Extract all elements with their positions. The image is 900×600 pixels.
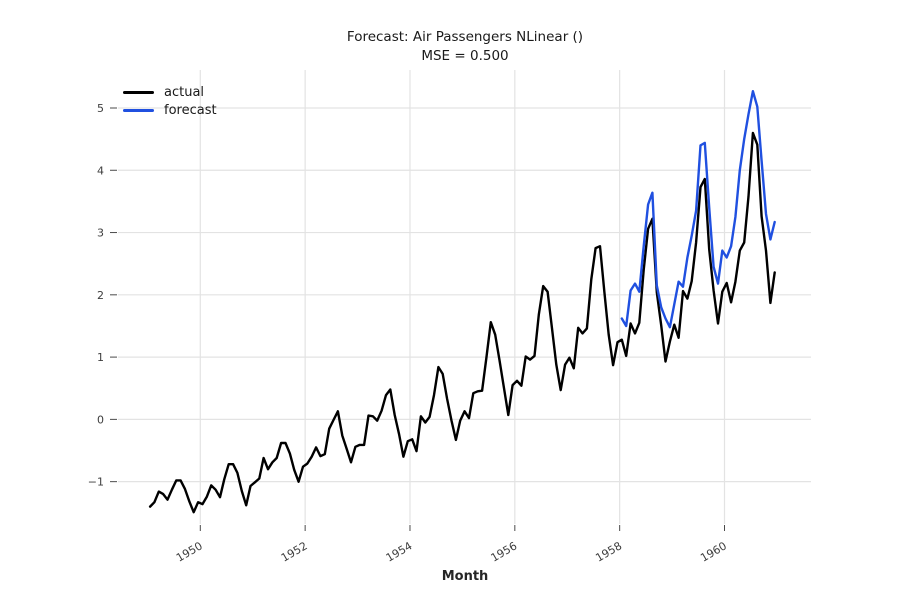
forecast-series-line [620, 89, 776, 329]
actual-line-swatch [123, 90, 154, 94]
y-tick-label: 5 [97, 102, 104, 115]
y-tick-label: 2 [97, 289, 104, 302]
chart-title: Forecast: Air Passengers NLinear () [346, 29, 584, 45]
legend-item-actual: actual [123, 83, 217, 101]
x-tick-label: 1952 [279, 539, 310, 564]
x-tick-label: 1954 [384, 539, 415, 564]
y-tick-label: 4 [97, 164, 104, 177]
y-tick-label: 3 [97, 227, 104, 240]
forecast-line-swatch [123, 108, 154, 112]
x-tick-label: 1958 [593, 539, 624, 564]
y-tick-label: −1 [88, 476, 104, 489]
title-block: Forecast: Air Passengers NLinear () MSE … [118, 28, 812, 65]
legend-label-forecast: forecast [164, 102, 217, 118]
actual-series-line [148, 131, 776, 514]
y-tick-label: 0 [97, 413, 104, 426]
x-tick-label: 1950 [174, 539, 205, 564]
chart-subtitle: MSE = 0.500 [421, 47, 509, 64]
x-tick-label: 1960 [698, 539, 729, 564]
legend-item-forecast: forecast [123, 101, 217, 119]
legend: actual forecast [123, 83, 217, 119]
legend-label-actual: actual [164, 84, 205, 100]
x-tick-label: 1956 [489, 539, 520, 564]
x-axis-label: Month [441, 569, 489, 584]
y-tick-label: 1 [97, 351, 104, 364]
